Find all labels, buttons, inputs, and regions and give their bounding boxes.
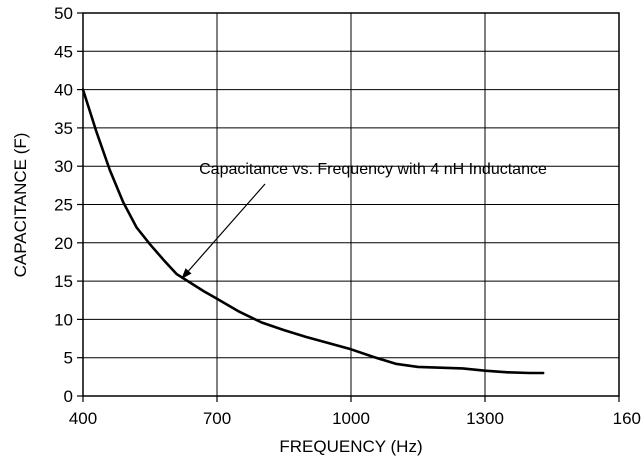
y-tick-label: 10 (54, 310, 73, 329)
y-tick-label: 40 (54, 81, 73, 100)
x-axis-ticks: 400 700 1000 1300 160 (69, 396, 641, 428)
x-tick-label: 1000 (332, 409, 370, 428)
y-tick-label: 50 (54, 4, 73, 23)
y-tick-label: 35 (54, 119, 73, 138)
x-tick-label: 160 (613, 409, 641, 428)
plot-frame (82, 12, 620, 397)
x-axis-label: FREQUENCY (Hz) (279, 437, 422, 456)
y-tick-label: 5 (64, 349, 73, 368)
x-tick-label: 700 (203, 409, 231, 428)
x-tick-label: 400 (69, 409, 97, 428)
annotation-arrow-head (181, 268, 192, 280)
y-axis-ticks: 0 5 10 15 20 25 30 35 40 45 50 (54, 4, 83, 406)
annotation: Capacitance vs. Frequency with 4 nH Indu… (181, 161, 547, 280)
y-tick-label: 25 (54, 196, 73, 215)
y-tick-label: 45 (54, 42, 73, 61)
capacitance-curve (81, 88, 545, 375)
annotation-arrow-line (188, 183, 266, 272)
grid (83, 13, 619, 396)
y-tick-label: 30 (54, 157, 73, 176)
annotation-label: Capacitance vs. Frequency with 4 nH Indu… (199, 161, 547, 178)
x-tick-label: 1300 (466, 409, 504, 428)
y-tick-label: 15 (54, 272, 73, 291)
y-tick-label: 20 (54, 234, 73, 253)
y-axis-label: CAPACITANCE (F) (11, 133, 30, 278)
y-tick-label: 0 (64, 387, 73, 406)
